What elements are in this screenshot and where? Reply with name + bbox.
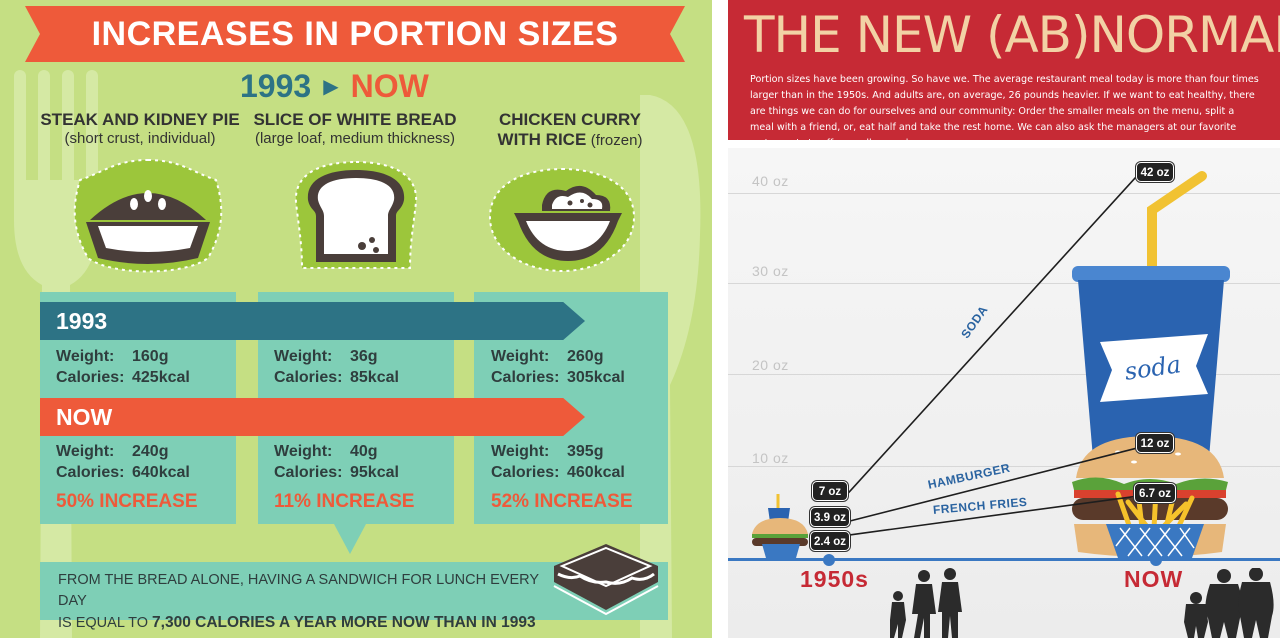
family-now-icon: [1184, 568, 1274, 638]
food-subtitle: (short crust, individual): [64, 130, 216, 147]
page-title: INCREASES IN PORTION SIZES: [91, 15, 619, 53]
calories-label: Calories:: [56, 464, 125, 481]
calories-label: Calories:: [274, 369, 343, 386]
callout-pointer: [334, 524, 366, 554]
bread-icon: [294, 160, 418, 269]
weight-label: Weight:: [56, 348, 115, 365]
era-label-now: NOW: [1124, 566, 1184, 592]
band-1993: 1993: [40, 302, 585, 340]
calories-value: 460kcal: [567, 464, 625, 481]
stats-now-pie: Weight: 240g Calories: 640kcal: [56, 441, 190, 483]
stats-1993-curry: Weight: 260g Calories: 305kcal: [491, 346, 625, 388]
weight-label: Weight:: [274, 348, 333, 365]
tick-label-40: 40 oz: [752, 173, 789, 189]
food-name: CHICKEN CURRY: [499, 110, 641, 129]
calories-value: 85kcal: [350, 369, 399, 386]
calories-value: 305kcal: [567, 369, 625, 386]
sandwich-note-text: FROM THE BREAD ALONE, HAVING A SANDWICH …: [58, 570, 548, 634]
hamburger-series-line: [847, 447, 1139, 523]
note-line-2-bold: 7,300 CALORIES A YEAR MORE NOW THAN IN 1…: [152, 614, 536, 631]
band-now: NOW: [40, 398, 585, 436]
bowl-icon: [488, 167, 636, 273]
fries-series-line: [847, 495, 1139, 536]
weight-value: 36g: [350, 348, 378, 365]
weight-label: Weight:: [491, 443, 550, 460]
note-line-2-prefix: IS EQUAL TO: [58, 615, 153, 631]
tick-label-10: 10 oz: [752, 450, 789, 466]
family-1950s-icon: [890, 568, 962, 638]
small-meal-icon: [752, 494, 808, 558]
increase-pie: 50% INCREASE: [56, 491, 198, 512]
tick-label-20: 20 oz: [752, 357, 789, 373]
food-heading-curry: CHICKEN CURRY WITH RICE (frozen): [470, 110, 670, 150]
title-ribbon: [25, 6, 685, 62]
play-arrow-icon: ▶: [323, 75, 339, 98]
sandwich-icon: [553, 544, 659, 616]
weight-value: 240g: [132, 443, 169, 460]
portion-line-chart: [847, 174, 1139, 536]
weight-value: 40g: [350, 443, 378, 460]
weight-label: Weight:: [56, 443, 115, 460]
calories-label: Calories:: [491, 464, 560, 481]
grid-line: [728, 466, 1280, 467]
fries-1950s-value: 2.4 oz: [810, 531, 850, 551]
food-subtitle: (frozen): [590, 132, 643, 149]
food-name: STEAK AND KIDNEY PIE: [40, 110, 240, 129]
hamburger-1950s-value: 3.9 oz: [810, 507, 850, 527]
stats-1993-pie: Weight: 160g Calories: 425kcal: [56, 346, 190, 388]
pie-icon: [73, 158, 223, 273]
page-title: THE NEW (AB)NORMAL: [744, 6, 1280, 64]
calories-label: Calories:: [274, 464, 343, 481]
x-axis: [728, 558, 1280, 561]
axis-point-1950s: [823, 554, 835, 566]
weight-value: 160g: [132, 348, 169, 365]
grid-line: [728, 193, 1280, 194]
era-label-1950s: 1950s: [800, 566, 869, 592]
food-name: WITH RICE: [497, 130, 587, 149]
note-line-1: FROM THE BREAD ALONE, HAVING A SANDWICH …: [58, 572, 539, 609]
food-heading-bread: SLICE OF WHITE BREAD (large loaf, medium…: [250, 110, 460, 147]
header-banner: [728, 0, 1280, 140]
calories-label: Calories:: [56, 369, 125, 386]
calories-value: 640kcal: [132, 464, 190, 481]
french-fries-icon: [1106, 488, 1204, 558]
calories-value: 425kcal: [132, 369, 190, 386]
axis-point-now: [1150, 554, 1162, 566]
year-to: NOW: [350, 67, 429, 104]
soda-cup-icon: soda: [1072, 171, 1230, 470]
weight-label: Weight:: [491, 348, 550, 365]
fries-now-value: 6.7 oz: [1134, 483, 1176, 503]
soda-now-value: 42 oz: [1136, 162, 1174, 182]
calories-label: Calories:: [491, 369, 560, 386]
calories-value: 95kcal: [350, 464, 399, 481]
food-heading-pie: STEAK AND KIDNEY PIE (short crust, indiv…: [40, 110, 240, 147]
soda-1950s-value: 7 oz: [812, 481, 848, 501]
intro-paragraph: Portion sizes have been growing. So have…: [750, 74, 1259, 149]
weight-value: 260g: [567, 348, 604, 365]
years-comparison: 1993 ▶ NOW: [240, 66, 429, 106]
weight-label: Weight:: [274, 443, 333, 460]
stats-1993-bread: Weight: 36g Calories: 85kcal: [274, 346, 399, 388]
food-subtitle: (large loaf, medium thickness): [254, 130, 456, 147]
tick-label-30: 30 oz: [752, 263, 789, 279]
portion-sizes-infographic: INCREASES IN PORTION SIZES 1993 ▶ NOW ST…: [0, 0, 712, 638]
grid-line: [728, 283, 1280, 284]
hamburger-now-value: 12 oz: [1136, 433, 1174, 453]
increase-curry: 52% INCREASE: [491, 491, 633, 512]
soda-series-line: [847, 174, 1139, 494]
stats-now-curry: Weight: 395g Calories: 460kcal: [491, 441, 625, 483]
weight-value: 395g: [567, 443, 604, 460]
stats-now-bread: Weight: 40g Calories: 95kcal: [274, 441, 399, 483]
increase-bread: 11% INCREASE: [274, 491, 415, 512]
new-abnormal-infographic: THE NEW (AB)NORMAL Portion sizes have be…: [728, 0, 1280, 638]
food-name: SLICE OF WHITE BREAD: [253, 110, 457, 129]
year-from: 1993: [240, 67, 312, 104]
grid-line: [728, 374, 1280, 375]
